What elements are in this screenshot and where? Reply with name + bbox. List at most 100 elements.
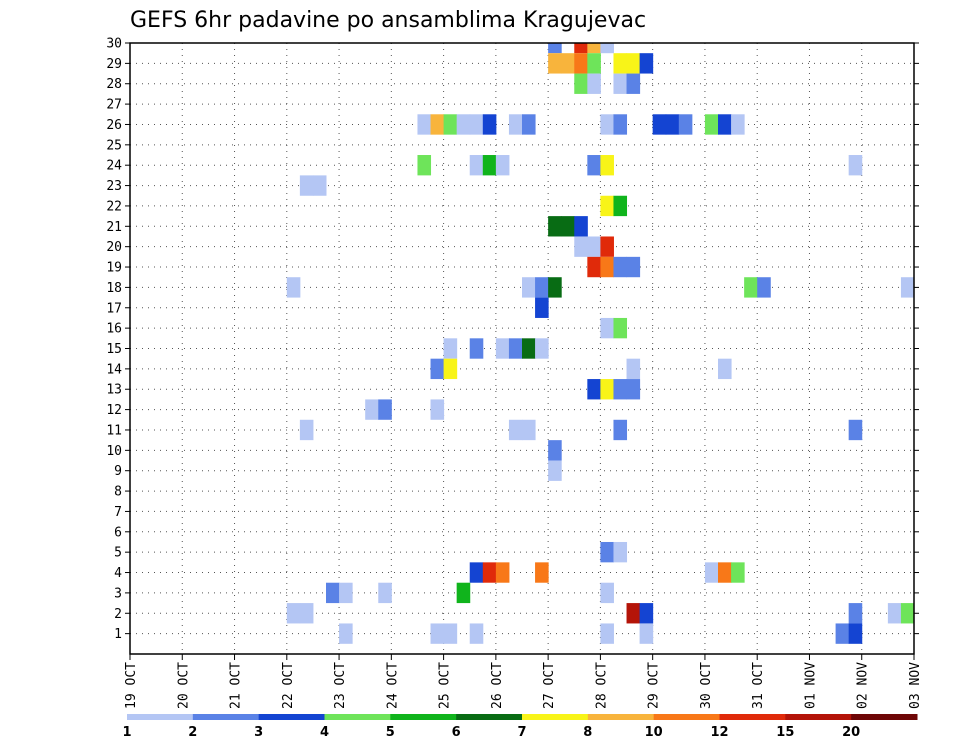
precip-cell (718, 358, 732, 380)
precip-cell (613, 419, 628, 441)
precip-cell (574, 53, 588, 74)
y-tick-label: 9 (114, 464, 122, 479)
legend-label: 10 (645, 725, 663, 740)
precip-cell (744, 277, 758, 298)
precip-cell (639, 53, 654, 74)
precip-cell (286, 603, 301, 624)
x-tick-label: 02 NOV (856, 662, 871, 709)
precip-cell (456, 582, 471, 604)
precip-cell (378, 399, 392, 420)
precip-cell (430, 358, 445, 380)
precip-cell (469, 562, 484, 583)
precip-cell (522, 338, 536, 359)
precip-cell (600, 155, 614, 176)
precip-cell (665, 114, 680, 135)
x-tick-label: 20 OCT (176, 662, 191, 709)
precip-cell (482, 562, 497, 583)
precip-cell (613, 256, 628, 278)
precip-cell (430, 114, 445, 135)
precip-cell (600, 43, 614, 54)
x-tick-label: 21 OCT (229, 662, 244, 709)
precip-cell (600, 541, 614, 563)
precip-cell (600, 317, 614, 339)
x-tick-label: 25 OCT (438, 662, 453, 709)
y-tick-label: 14 (106, 362, 122, 377)
legend-swatch (258, 714, 325, 720)
x-tick-label: 23 OCT (333, 662, 348, 709)
y-tick-label: 17 (106, 301, 122, 316)
precip-cell (508, 419, 523, 441)
color-legend: 1 2 3 4 5 6 7 8 10 12 15 20 (122, 714, 918, 740)
x-tick-label: 19 OCT (124, 662, 139, 709)
precip-cell (495, 338, 510, 359)
y-tick-label: 11 (106, 423, 122, 438)
y-tick-label: 28 (106, 77, 122, 92)
y-tick-label: 21 (106, 220, 122, 235)
precip-cell (339, 623, 353, 644)
precip-cell (508, 338, 523, 359)
precip-cell (652, 114, 667, 135)
precip-cell (626, 603, 641, 624)
y-tick-label: 23 (106, 179, 122, 194)
y-tick-label: 26 (106, 118, 122, 133)
precip-cell (848, 155, 863, 176)
x-axis-ticks: 19 OCT 20 OCT 21 OCT 22 OCT 23 OCT 24 OCT 25 O… (124, 654, 923, 709)
legend-label: 4 (320, 725, 329, 740)
precip-cell (626, 379, 641, 400)
legend-swatch (390, 714, 457, 720)
y-tick-label: 10 (106, 444, 122, 459)
x-tick-label: 29 OCT (647, 662, 662, 709)
y-tick-label: 12 (106, 403, 122, 418)
x-tick-label: 30 OCT (699, 662, 714, 709)
precip-cell (535, 277, 549, 298)
precip-cell (286, 277, 301, 298)
precip-cell (430, 399, 445, 420)
precip-cell (600, 379, 614, 400)
precip-cell (613, 379, 628, 400)
precip-cell (613, 73, 628, 94)
precip-cell (443, 623, 458, 644)
legend-swatch (127, 714, 194, 720)
precip-cell (417, 114, 432, 135)
precip-cell (430, 623, 445, 644)
precip-cell (469, 114, 484, 135)
y-tick-label: 16 (106, 322, 122, 337)
legend-swatch (587, 714, 655, 720)
precip-cell (639, 623, 654, 644)
precip-cell (548, 43, 562, 54)
y-tick-label: 20 (106, 240, 122, 255)
precip-cell (626, 358, 641, 380)
precip-cell (299, 603, 314, 624)
precip-cell (600, 236, 614, 257)
precip-cell (587, 73, 601, 94)
precip-cell (548, 216, 562, 237)
precip-cell (339, 582, 353, 604)
precip-cell (469, 623, 484, 644)
precip-cell (613, 53, 628, 74)
precip-cell (417, 155, 432, 176)
legend-swatch (456, 714, 523, 720)
legend-label: 6 (452, 725, 461, 740)
legend-swatch (522, 714, 589, 720)
precip-cell (482, 114, 497, 135)
precip-cell (326, 582, 340, 604)
precip-cell (299, 175, 314, 196)
y-tick-label: 13 (106, 383, 122, 398)
precip-cell (704, 114, 719, 135)
precip-cell (312, 175, 327, 196)
legend-label: 15 (776, 725, 794, 740)
precip-cell (704, 562, 719, 583)
precip-cell (548, 460, 562, 481)
x-tick-label: 24 OCT (385, 662, 400, 709)
precip-cell (600, 623, 614, 644)
legend-label: 1 (122, 725, 131, 740)
y-tick-label: 7 (114, 505, 122, 520)
chart-title: GEFS 6hr padavine po ansamblima Kragujev… (130, 8, 646, 33)
precip-cell (848, 623, 863, 644)
y-tick-label: 18 (106, 281, 122, 296)
precip-cell (731, 562, 745, 583)
precip-cell (535, 338, 549, 359)
x-tick-label: 26 OCT (490, 662, 505, 709)
legend-swatch (719, 714, 786, 720)
